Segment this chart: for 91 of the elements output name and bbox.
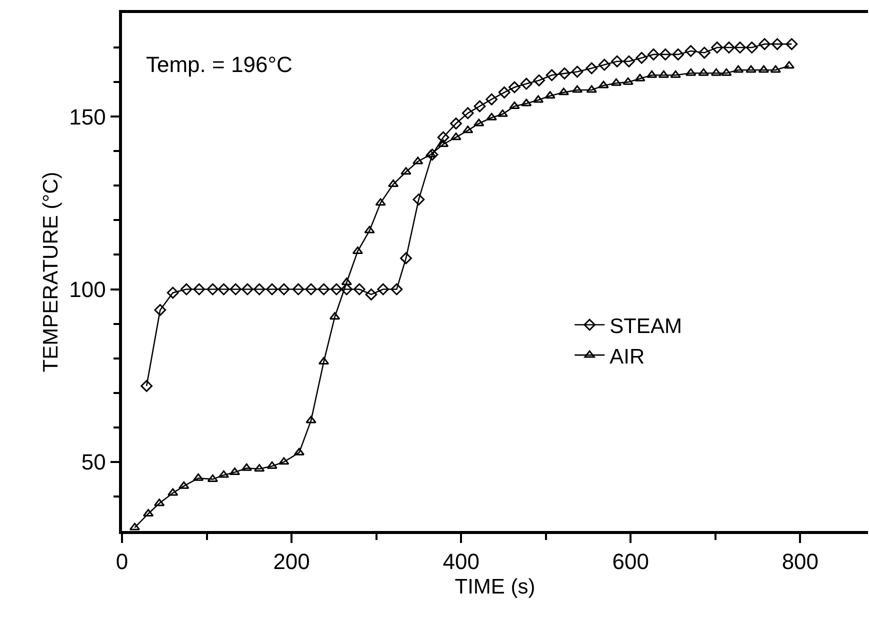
point [426, 148, 438, 161]
point [723, 42, 735, 54]
point [266, 283, 278, 296]
point [521, 98, 532, 106]
point [598, 58, 610, 71]
annotation: Temp. = 196°C [146, 52, 292, 77]
y-axis-title: TEMPERATURE (°C) [39, 172, 62, 372]
point [400, 252, 412, 264]
x-tick-label: 800 [782, 549, 819, 574]
point [636, 52, 648, 64]
point [437, 131, 450, 144]
point [786, 38, 798, 50]
point [698, 68, 709, 76]
point [166, 286, 179, 299]
point [377, 283, 390, 296]
point [390, 283, 403, 296]
point [509, 101, 520, 109]
point [634, 74, 646, 82]
x-axis-title: TIME (s) [454, 575, 536, 598]
point [218, 283, 230, 296]
point [498, 86, 510, 98]
point [721, 68, 732, 76]
x-tick-label: 0 [116, 549, 128, 574]
point [734, 42, 746, 54]
point [353, 283, 366, 296]
point [318, 283, 330, 296]
point [154, 304, 166, 316]
point [400, 167, 412, 175]
point [486, 112, 497, 120]
point [305, 283, 317, 296]
point [474, 100, 486, 112]
point [474, 118, 484, 126]
point [306, 416, 316, 424]
point [193, 283, 206, 296]
point [450, 118, 462, 130]
point [771, 38, 784, 50]
point [497, 109, 508, 117]
y-tick-label: 150 [69, 104, 106, 130]
point [622, 77, 634, 85]
point [412, 194, 425, 206]
point [253, 283, 266, 296]
point [364, 226, 375, 234]
point [241, 463, 252, 471]
point [425, 150, 436, 158]
point [278, 457, 290, 465]
point [659, 48, 672, 60]
point [746, 42, 758, 54]
point [292, 283, 304, 296]
y-tick-label: 100 [69, 276, 106, 302]
point [178, 481, 190, 489]
point [462, 126, 474, 134]
point [278, 283, 290, 296]
point [558, 67, 570, 80]
point [622, 55, 635, 68]
point [598, 80, 609, 88]
point [586, 62, 598, 74]
point [340, 283, 353, 296]
point [266, 461, 278, 469]
point [571, 66, 584, 78]
x-tick-label: 600 [612, 549, 649, 574]
point [508, 81, 520, 94]
point [746, 65, 756, 73]
point [140, 380, 153, 392]
point [648, 48, 660, 60]
point [544, 91, 556, 99]
point [711, 42, 724, 54]
legend-label: STEAM [610, 314, 682, 338]
point [684, 45, 697, 57]
y-tick-label: 50 [81, 450, 106, 475]
point [758, 38, 771, 50]
point [375, 198, 386, 206]
point [206, 283, 219, 296]
x-tick-label: 200 [273, 549, 310, 574]
point [520, 78, 532, 90]
point [462, 107, 474, 120]
point [242, 283, 254, 296]
point [365, 288, 378, 300]
point [611, 55, 624, 68]
x-tick-label: 400 [442, 549, 480, 574]
point [670, 70, 681, 78]
point [770, 65, 781, 73]
point [698, 46, 710, 59]
legend-label: AIR [610, 345, 645, 368]
point [330, 283, 342, 296]
point [180, 283, 192, 296]
point [533, 74, 546, 86]
point [450, 132, 462, 140]
point [546, 69, 558, 82]
point [230, 283, 242, 296]
point [672, 48, 684, 60]
point [486, 93, 498, 106]
